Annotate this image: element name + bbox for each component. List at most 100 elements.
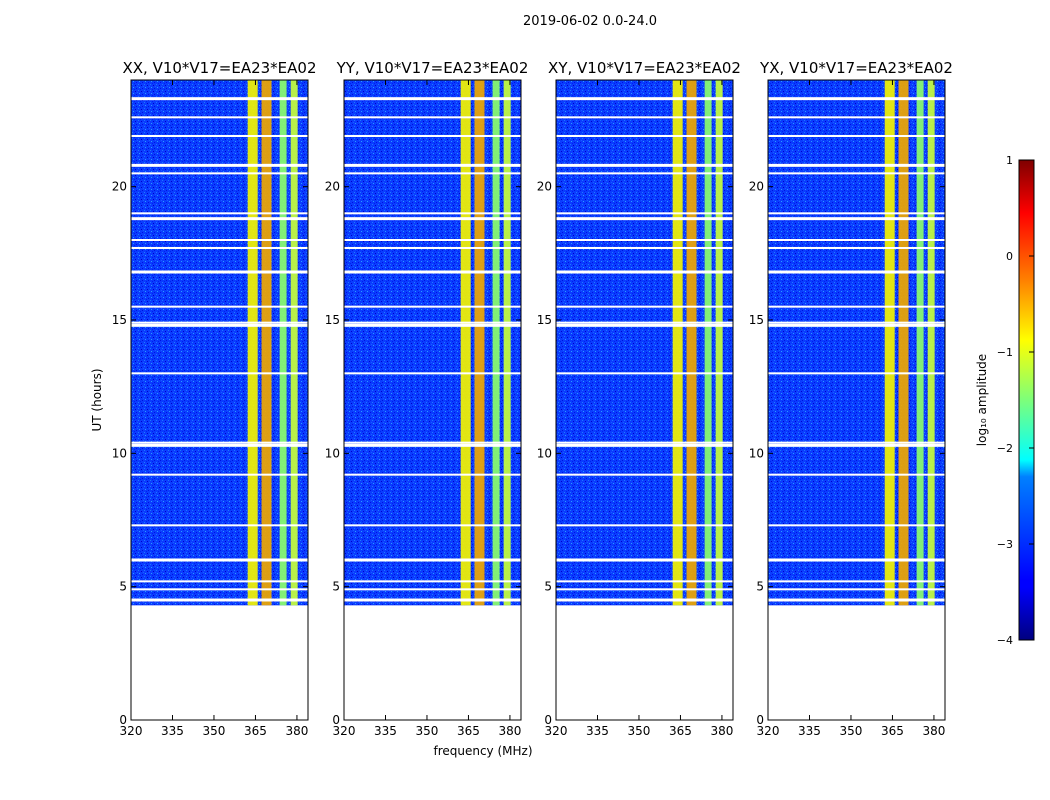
flagged-row [344, 443, 521, 447]
y-tick-label: 0 [544, 713, 552, 727]
x-tick-label: 380 [922, 724, 945, 738]
flagged-row [556, 580, 733, 583]
flagged-row [556, 239, 733, 241]
channel-band-364mhz [884, 80, 895, 606]
colorbar-tick-label: −1 [997, 346, 1013, 359]
flagged-row [556, 305, 733, 308]
y-tick-label: 20 [749, 180, 764, 194]
y-tick-label: 15 [112, 313, 127, 327]
channel-band-379mhz [503, 80, 511, 606]
flagged-row [344, 116, 521, 119]
x-tick-label: 380 [285, 724, 308, 738]
panel-1: YY, V10*V17=EA23*EA02 320 335 350 365 380 0 5 10… [325, 59, 529, 738]
colorbar-tick-label: 1 [1006, 154, 1013, 167]
flagged-row [556, 321, 733, 324]
flagged-row [556, 443, 733, 447]
flagged-row [556, 217, 733, 221]
y-tick-label: 5 [756, 580, 764, 594]
flagged-row [131, 116, 308, 119]
flagged-row [768, 239, 945, 241]
flagged-row [131, 135, 308, 137]
channel-band-364mhz [672, 80, 683, 606]
x-tick-label: 365 [457, 724, 480, 738]
y-tick-label: 10 [537, 446, 552, 460]
flagged-row [131, 172, 308, 175]
x-tick-label: 320 [757, 724, 780, 738]
y-tick-label: 5 [332, 580, 340, 594]
flagged-row [768, 163, 945, 167]
flagged-row [131, 239, 308, 241]
panel-0: XX, V10*V17=EA23*EA02 320 335 350 365 380 0 5 10… [112, 59, 317, 738]
panel-title: XX, V10*V17=EA23*EA02 [122, 59, 316, 77]
heatmap-background [768, 80, 945, 606]
plot-frame [343, 79, 522, 721]
flagged-row [131, 323, 308, 327]
channel-band-364mhz [247, 80, 258, 606]
x-tick-label: 365 [669, 724, 692, 738]
flagged-row [344, 321, 521, 324]
flagged-row [344, 305, 521, 308]
y-tick-label: 20 [112, 180, 127, 194]
y-axis-label: UT (hours) [90, 368, 104, 431]
channel-band-375mhz [279, 80, 287, 606]
flagged-row [556, 524, 733, 527]
flagged-row [768, 247, 945, 249]
panel-title: YX, V10*V17=EA23*EA02 [759, 59, 953, 77]
plot-frame [130, 79, 309, 721]
flagged-row [344, 473, 521, 476]
y-tick-label: 0 [119, 713, 127, 727]
flagged-row [556, 212, 733, 215]
flagged-row [556, 135, 733, 137]
flagged-row [556, 247, 733, 249]
plot-frame [767, 79, 946, 721]
flagged-row [131, 247, 308, 249]
colorbar: 1 0 −1 −2 −3 −4 log₁₀ amplitude [975, 154, 1035, 647]
x-axis-label: frequency (MHz) [433, 744, 532, 758]
flagged-row [131, 524, 308, 527]
flagged-row [768, 116, 945, 119]
x-tick-label: 320 [545, 724, 568, 738]
y-tick-label: 10 [325, 446, 340, 460]
colorbar-tick-label: −3 [997, 538, 1013, 551]
channel-band-369mhz [898, 80, 909, 606]
x-tick-label: 350 [840, 724, 863, 738]
flagged-row [131, 270, 308, 274]
figure-title: 2019-06-02 0.0-24.0 [523, 14, 657, 29]
channel-band-369mhz [474, 80, 485, 606]
colorbar-gradient [1018, 159, 1035, 641]
x-tick-label: 380 [498, 724, 521, 738]
channel-band-364mhz [460, 80, 471, 606]
x-tick-label: 350 [203, 724, 226, 738]
flagged-row [768, 473, 945, 476]
flagged-row [556, 97, 733, 101]
channel-band-375mhz [492, 80, 500, 606]
x-tick-label: 365 [244, 724, 267, 738]
flagged-row [344, 558, 521, 562]
y-tick-label: 20 [325, 180, 340, 194]
colorbar-tick-label: −4 [997, 634, 1013, 647]
colorbar-tick-label: 0 [1006, 250, 1013, 263]
flagged-row [344, 372, 521, 375]
heatmap-background [344, 80, 521, 606]
flagged-row [131, 97, 308, 101]
panel-title: XY, V10*V17=EA23*EA02 [548, 59, 741, 77]
flagged-row [768, 135, 945, 137]
y-tick-label: 5 [119, 580, 127, 594]
panel-3: YX, V10*V17=EA23*EA02 320 335 350 365 380 0 5 10… [749, 59, 953, 738]
flagged-row [768, 558, 945, 562]
panel-title: YY, V10*V17=EA23*EA02 [336, 59, 529, 77]
flagged-row [768, 97, 945, 101]
flagged-row [344, 217, 521, 221]
flagged-row [768, 588, 945, 591]
flagged-row [131, 580, 308, 583]
panel-2: XY, V10*V17=EA23*EA02 320 335 350 365 380 0 5 10… [537, 59, 741, 738]
channel-band-369mhz [686, 80, 697, 606]
flagged-row [768, 172, 945, 175]
flagged-row [344, 598, 521, 602]
channel-band-369mhz [261, 80, 272, 606]
flagged-row [556, 441, 733, 444]
channel-band-379mhz [927, 80, 935, 606]
flagged-row [556, 558, 733, 562]
y-tick-label: 10 [749, 446, 764, 460]
